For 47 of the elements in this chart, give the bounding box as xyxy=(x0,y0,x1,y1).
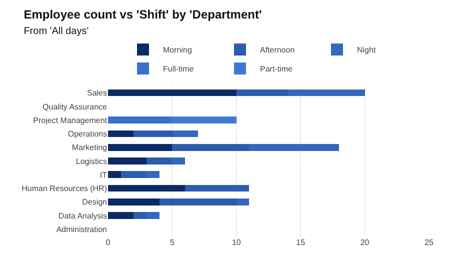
bar xyxy=(146,171,160,178)
y-tick-label: Human Resources (HR) xyxy=(22,184,108,194)
x-tick-label: 20 xyxy=(360,238,370,247)
bar xyxy=(108,171,121,178)
legend-label: Night xyxy=(357,46,376,55)
bar xyxy=(134,212,147,219)
y-tick-label: Operations xyxy=(68,130,107,139)
bar xyxy=(172,144,250,151)
bar xyxy=(108,184,186,192)
legend-label: Afternoon xyxy=(260,46,295,55)
legend-label: Part-time xyxy=(260,64,293,74)
y-tick-label: Data Analysis xyxy=(58,211,107,220)
y-tick-label: Project Management xyxy=(33,116,108,125)
bar xyxy=(108,130,134,138)
y-tick-label: Design xyxy=(82,198,107,207)
bar xyxy=(236,198,250,206)
bar xyxy=(108,158,147,164)
bar xyxy=(108,144,172,151)
legend-label: Full-time xyxy=(163,64,194,74)
legend-label: Morning xyxy=(163,46,192,55)
bar xyxy=(172,130,198,138)
chart-subtitle: From 'All days' xyxy=(24,26,89,37)
bar xyxy=(146,212,160,219)
x-tick-label: 0 xyxy=(106,238,111,247)
y-tick-label: Logistics xyxy=(76,156,107,166)
bar xyxy=(236,89,288,96)
chart-title: Employee count vs 'Shift' by 'Department' xyxy=(24,7,262,22)
bar xyxy=(249,144,340,151)
bar xyxy=(185,184,250,192)
bar xyxy=(288,89,365,96)
bar xyxy=(134,130,172,138)
x-tick-label: 10 xyxy=(232,238,242,247)
y-tick-label: Marketing xyxy=(72,143,107,152)
y-tick-label: Quality Assurance xyxy=(42,102,108,112)
bar xyxy=(172,158,186,164)
bar xyxy=(108,198,160,206)
y-tick-label: IT xyxy=(100,170,108,180)
bar xyxy=(146,158,172,164)
bar xyxy=(108,212,134,219)
bar xyxy=(108,89,236,96)
bar xyxy=(159,198,236,206)
y-tick-label: Administration xyxy=(56,224,107,234)
x-tick-label: 25 xyxy=(424,238,434,247)
x-tick-label: 5 xyxy=(170,238,175,247)
bar xyxy=(120,171,147,178)
x-tick-label: 15 xyxy=(296,238,306,247)
y-tick-label: Sales xyxy=(86,88,107,98)
